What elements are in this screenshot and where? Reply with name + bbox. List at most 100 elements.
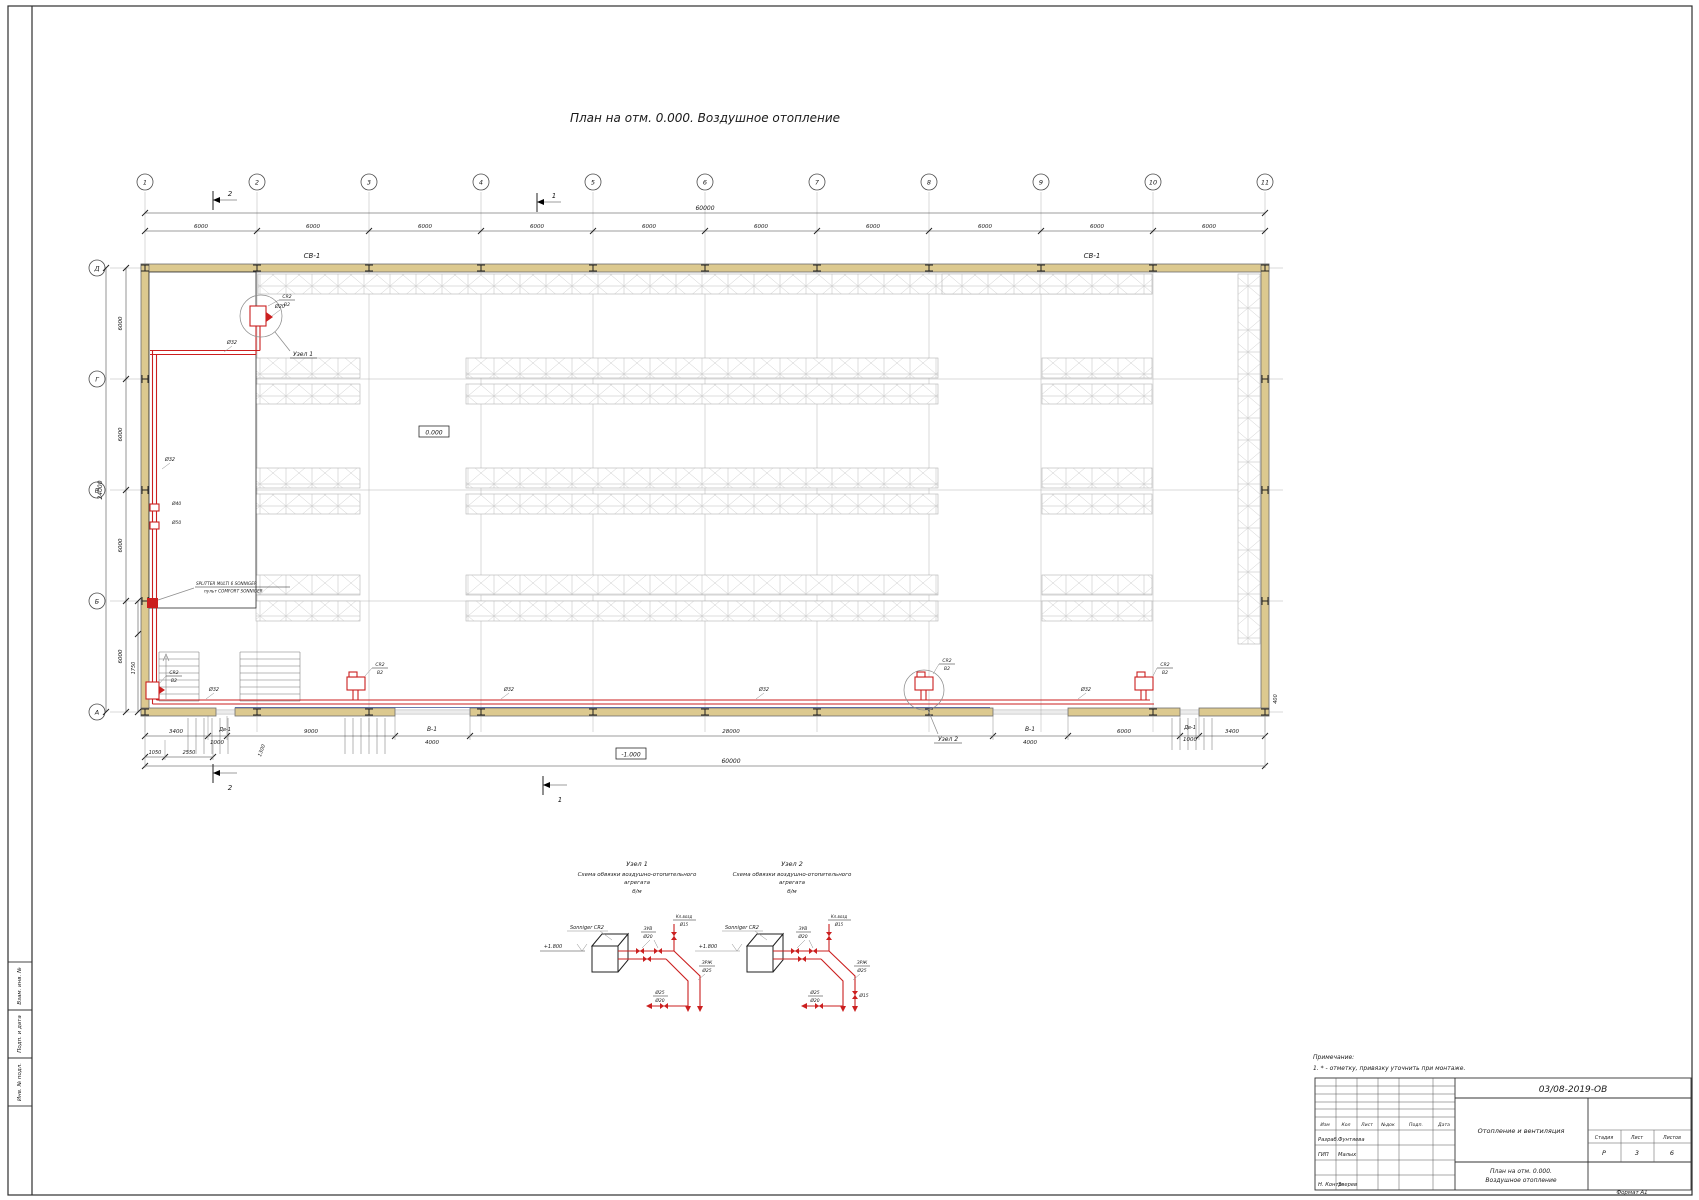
truss-label: СВ-1	[304, 252, 321, 260]
section-arrow	[213, 770, 220, 776]
column-mark	[365, 264, 373, 272]
dim-label-top: 6000	[418, 224, 432, 230]
dia-leader	[205, 692, 215, 700]
tb-project: Отопление и вентиляция	[1478, 1127, 1565, 1135]
interior-room	[148, 271, 257, 609]
heater-outlet	[159, 686, 165, 694]
pipe-dia-label: Ø50	[171, 519, 181, 526]
heater-outlet	[266, 312, 273, 322]
pipe-dia-label: Ø32	[1080, 686, 1091, 693]
level-flag	[731, 943, 743, 952]
column-mark	[141, 264, 149, 272]
unit-mark-num: CR2	[375, 662, 384, 668]
dim-label-top: 6000	[1090, 224, 1104, 230]
grid-col-label: 5	[591, 179, 595, 187]
pipe-dia-label: Ø32	[208, 686, 219, 693]
heater-unit	[145, 681, 160, 700]
dim-label-top: 6000	[530, 224, 544, 230]
truss-label: СВ-1	[1084, 252, 1101, 260]
rack-row	[1041, 383, 1153, 405]
column-mark	[701, 264, 709, 272]
extension-line	[144, 716, 1266, 768]
gate-label: В-1	[427, 726, 437, 733]
dim-tick	[141, 209, 149, 217]
dim-label-top: 6000	[1202, 224, 1216, 230]
unit-leader	[722, 930, 768, 941]
pipe-stub	[920, 690, 927, 700]
detail-unit-box	[590, 932, 630, 973]
grid-bubble-col	[248, 173, 266, 191]
tb-header-cell: Подп.	[1409, 1122, 1423, 1128]
grid-bubble-row	[88, 481, 106, 499]
stair-edge	[239, 652, 301, 701]
pipe-dia-label: Ø32	[758, 686, 769, 693]
tb-stage-header: Лист	[1630, 1135, 1643, 1141]
rack-row	[465, 574, 939, 596]
notes-header: Примечание:	[1313, 1054, 1354, 1061]
section-arrow	[543, 782, 550, 788]
dim-label-bottom: 3400	[169, 729, 183, 735]
tb-row-line	[1588, 1129, 1691, 1144]
mark-leader	[1152, 667, 1158, 677]
rack-row	[465, 357, 939, 379]
dim-tick	[253, 227, 261, 235]
dim-label-left-extra: 1750	[131, 662, 137, 675]
detail-unit-box	[745, 932, 785, 973]
column-mark	[477, 264, 485, 272]
roof-truss-band	[941, 273, 1153, 295]
dim-label-rot: 1300	[257, 744, 267, 758]
detail-subtitle: агрегата	[624, 880, 651, 886]
dim-label-left: 6000	[118, 649, 124, 663]
dim-label-top: 6000	[306, 224, 320, 230]
note-item: 1. * - отметку, привязку уточнить при мо…	[1313, 1065, 1465, 1072]
column-mark	[141, 375, 149, 383]
column-mark	[701, 708, 709, 716]
door-opening	[395, 709, 470, 715]
tb-sheet-name: Воздушное отопление	[1485, 1177, 1556, 1184]
dim-total-left: 24000	[97, 480, 104, 499]
dim-label-bottom2: 2550	[183, 750, 196, 756]
dia-leader	[755, 692, 765, 700]
mark-leader	[158, 675, 167, 685]
tb-name: Фунтяева	[1338, 1137, 1365, 1143]
dim-tick	[102, 264, 110, 272]
dim-label-bottom: 4000	[425, 740, 439, 746]
dim-tick	[1261, 227, 1269, 235]
vent-label-den: Ø15	[834, 922, 844, 927]
grid-col-label: 4	[479, 179, 483, 187]
side-stamp-label: Инв. № подл.	[17, 1063, 23, 1101]
tb-sheet-name: План на отм. 0.000.	[1490, 1168, 1552, 1175]
grid-col-label: 11	[1261, 179, 1269, 187]
pipe-branch-top	[150, 349, 260, 356]
riser-label-num: ЗРЖ	[702, 960, 713, 966]
level-mark: 0.000	[425, 430, 442, 437]
dia-leader	[223, 345, 233, 353]
dim-tick	[141, 227, 149, 235]
node-callout: Узел 1	[293, 351, 313, 358]
dim-label-bottom: 28000	[722, 729, 740, 735]
rack-row	[465, 383, 939, 405]
door-opening	[1180, 709, 1199, 715]
riser-arrow	[840, 1006, 858, 1012]
dia-leader	[271, 309, 281, 317]
dia-leader	[500, 692, 510, 700]
tb-stage-value: 3	[1635, 1149, 1639, 1157]
riser-arrow	[685, 1006, 703, 1012]
tb-stage-header: Стадия	[1595, 1135, 1614, 1141]
unit-mark-num: CR2	[1160, 662, 1169, 668]
dim-label-left: 6000	[118, 538, 124, 552]
tb-stage-value: 6	[1670, 1149, 1674, 1157]
grid-bubble-col	[1032, 173, 1050, 191]
unit-mark-den: В2	[377, 670, 383, 676]
pipe-dia-label: Ø40	[171, 500, 181, 507]
grid-bubble-col	[696, 173, 714, 191]
level-mark-box	[418, 425, 450, 438]
splitter-box	[147, 598, 158, 608]
grid-col-label: 8	[927, 179, 931, 187]
valve-label-num: ЗУВ	[799, 926, 808, 932]
dim-tick	[122, 597, 130, 605]
grid-bubble-row	[88, 259, 106, 277]
dim-label-bottom: 6000	[1117, 729, 1131, 735]
detail-subtitle: агрегата	[779, 880, 806, 886]
